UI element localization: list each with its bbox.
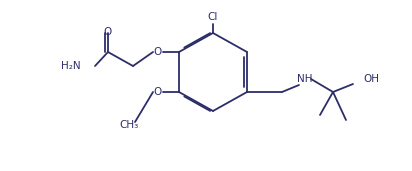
Text: O: O (104, 27, 112, 37)
Text: O: O (154, 47, 162, 57)
Text: H₂N: H₂N (61, 61, 81, 71)
Text: OH: OH (363, 74, 379, 84)
Text: CH₃: CH₃ (119, 120, 138, 130)
Text: Cl: Cl (208, 12, 218, 22)
Text: O: O (154, 87, 162, 97)
Text: NH: NH (297, 74, 313, 84)
